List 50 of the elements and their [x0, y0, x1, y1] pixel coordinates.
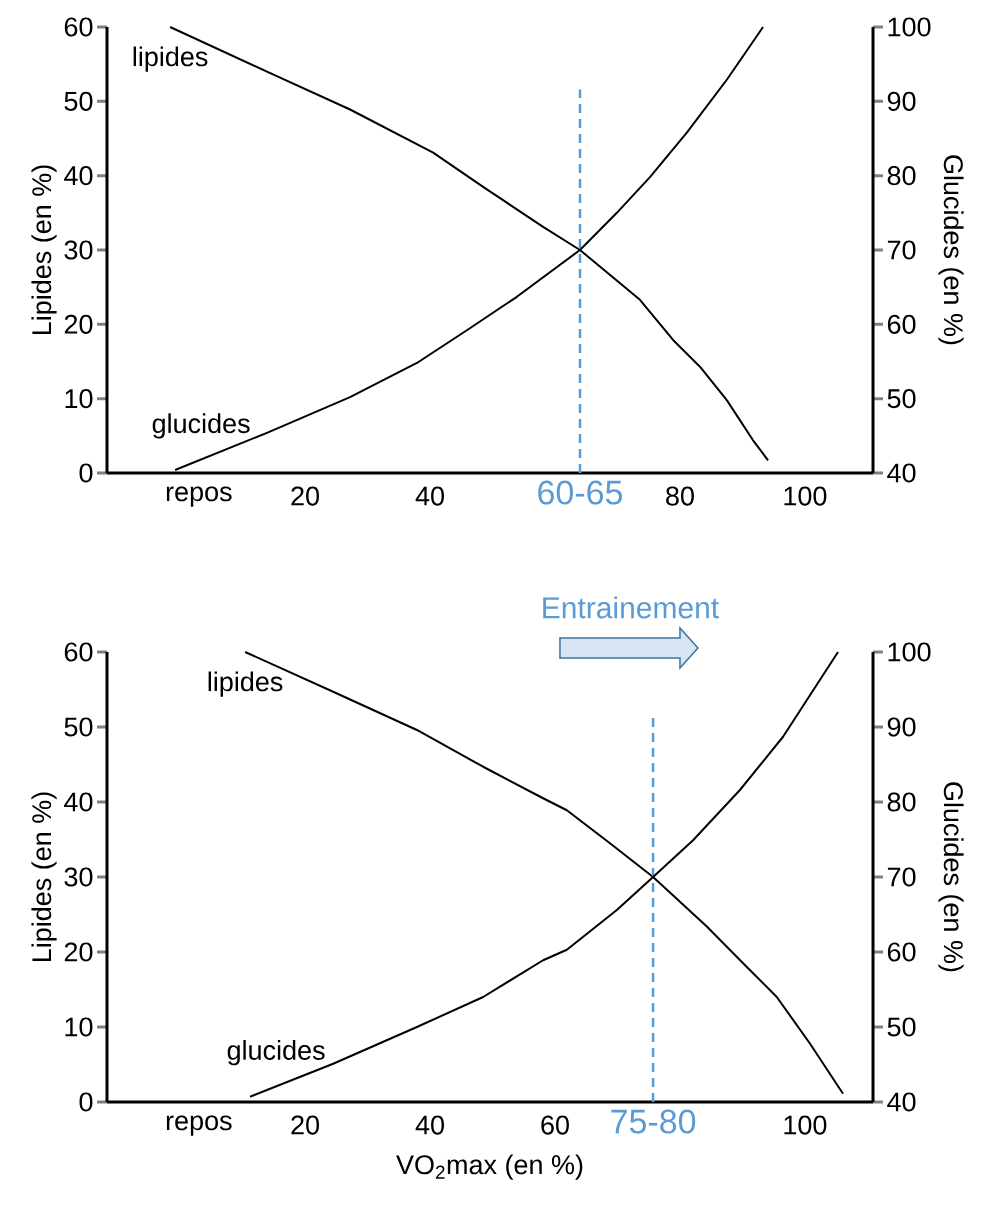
annotation: 60-65	[538, 480, 623, 505]
x-tick-label: 100	[784, 1115, 827, 1135]
y2-tick-label: 80	[887, 792, 916, 812]
y-tick-label: 60	[64, 642, 93, 662]
y-tick-label: 10	[65, 389, 93, 409]
x-tick-label: 20	[291, 1115, 320, 1135]
x-tick-label: 100	[784, 486, 827, 506]
y2-tick-label: 80	[887, 166, 916, 186]
series-label: lipides	[208, 671, 283, 697]
y2-tick-label: 90	[887, 717, 916, 737]
y-axis-title: Lipides (en %)	[31, 165, 57, 335]
y-tick-label: 50	[64, 717, 93, 737]
y2-tick-label: 60	[887, 942, 916, 962]
y2-tick-label: 40	[887, 463, 916, 483]
y2-tick-label: 50	[887, 1017, 916, 1037]
y-tick-label: 0	[79, 1092, 93, 1112]
y-tick-label: 30	[64, 867, 93, 887]
series-label: glucides	[227, 1040, 325, 1066]
x-tick-label: 60	[541, 1115, 569, 1135]
y2-tick-label: 50	[887, 389, 916, 409]
y2-tick-label: 60	[887, 314, 916, 334]
y-tick-label: 60	[64, 17, 93, 37]
y2-axis-title: Glucides (en %)	[938, 155, 964, 345]
x-tick-label: 40	[415, 486, 444, 506]
x-tick-label: repos	[166, 486, 232, 507]
y2-tick-label: 70	[887, 240, 916, 260]
x-axis-title: VO$_{2}$max (en %)	[396, 1154, 583, 1180]
x-tick-label: repos	[166, 1115, 232, 1136]
y-tick-label: 20	[64, 942, 93, 962]
y2-tick-label: 40	[887, 1092, 916, 1112]
y2-tick-label: 100	[888, 17, 931, 37]
series-label: lipides	[133, 46, 208, 72]
x-tick-label: 80	[666, 486, 694, 506]
y-axis-title: Lipides (en %)	[31, 792, 57, 962]
y2-tick-label: 90	[887, 91, 916, 111]
y2-axis-title: Glucides (en %)	[938, 782, 964, 972]
y-tick-label: 10	[65, 1017, 93, 1037]
x-tick-label: 20	[291, 486, 320, 506]
y-tick-label: 40	[64, 792, 93, 812]
y2-tick-label: 100	[888, 642, 931, 662]
y2-tick-label: 70	[887, 867, 916, 887]
x-tick-label: 40	[415, 1115, 444, 1135]
y-tick-label: 40	[64, 166, 93, 186]
annotation: 75-80	[611, 1109, 696, 1134]
series-label: glucides	[152, 413, 250, 439]
y-tick-label: 0	[79, 463, 93, 483]
y-tick-label: 50	[64, 91, 93, 111]
text: Entrainement	[543, 596, 719, 619]
y-tick-label: 20	[64, 314, 93, 334]
y-tick-label: 30	[64, 240, 93, 260]
